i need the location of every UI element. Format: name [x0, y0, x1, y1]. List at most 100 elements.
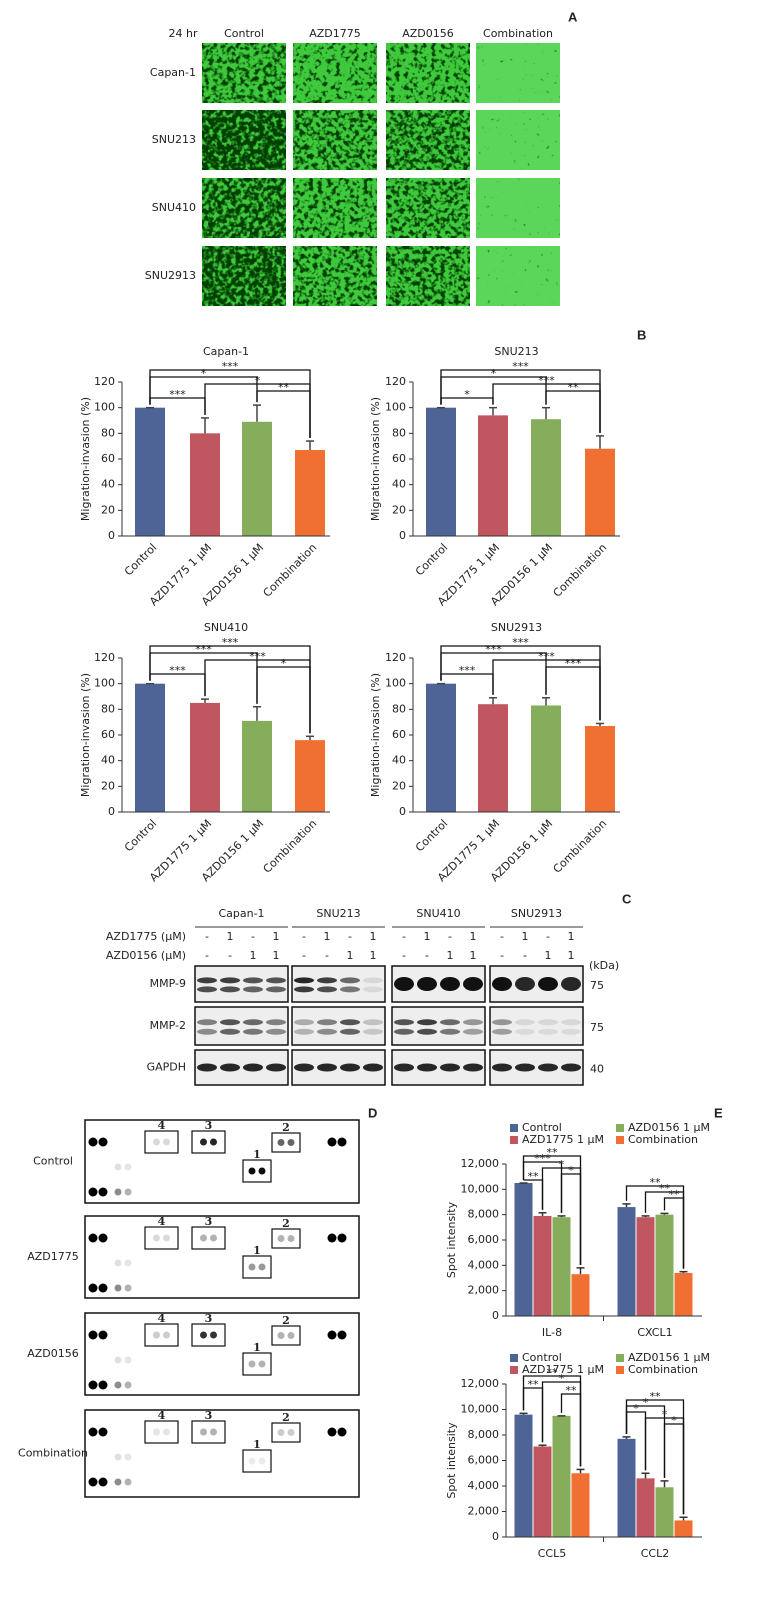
significance-label: ** [278, 381, 290, 394]
panel-label: A [568, 9, 578, 24]
bar [655, 1487, 674, 1537]
bar [135, 683, 165, 812]
y-tick-label: 6,000 [468, 1454, 500, 1467]
array-spot [114, 1453, 122, 1461]
highlight-box [271, 1325, 301, 1346]
reference-spot [327, 1427, 337, 1437]
significance-bracket [545, 666, 601, 721]
treatment-mark: - [205, 930, 209, 943]
array-membrane [84, 1215, 360, 1299]
blot-band [417, 1028, 437, 1035]
array-spot [287, 1139, 295, 1146]
blot-band [492, 1063, 512, 1072]
legend-label: AZD1775 1 μM [522, 1133, 604, 1146]
box-number: 2 [282, 1314, 290, 1327]
cell-line-header: SNU410 [416, 907, 460, 920]
blot-band [317, 1028, 337, 1035]
y-tick-label: 0 [108, 805, 115, 818]
significance-label: *** [538, 650, 555, 663]
box-number: 4 [158, 1215, 166, 1228]
treatment-mark: 1 [568, 930, 575, 943]
panel-label: D [368, 1105, 377, 1120]
row-label: Combination [18, 1447, 88, 1460]
bar [585, 726, 615, 812]
micrograph-speckle [476, 178, 560, 238]
treatment-mark: - [448, 930, 452, 943]
blot-band [463, 977, 483, 991]
treatment-mark: 1 [370, 949, 377, 962]
bar [552, 1415, 571, 1537]
array-spot [114, 1284, 122, 1292]
blot-band [492, 1028, 512, 1035]
reference-spot [88, 1283, 98, 1293]
legend-swatch [616, 1366, 624, 1374]
y-axis-label: Spot intensity [445, 1201, 458, 1278]
blot-band [394, 1028, 414, 1035]
blot-band [463, 1028, 483, 1035]
reference-spot [88, 1187, 98, 1197]
blot-band [243, 1063, 263, 1072]
legend-swatch [616, 1354, 624, 1362]
array-spot [200, 1234, 207, 1242]
blot-band [220, 986, 240, 993]
y-tick-label: 8,000 [468, 1428, 500, 1441]
array-spot [277, 1332, 285, 1339]
row-label: SNU213 [152, 133, 196, 146]
treatment-mark: - [523, 949, 527, 962]
blot-band [340, 977, 360, 984]
highlight-box [144, 1130, 179, 1154]
bar [426, 683, 456, 812]
significance-label: *** [249, 650, 266, 663]
legend-swatch [510, 1354, 518, 1362]
array-spot [114, 1259, 122, 1267]
significance-label: * [559, 1372, 565, 1385]
significance-label: *** [169, 388, 186, 401]
blot-band [440, 1028, 460, 1035]
bar [533, 1215, 552, 1316]
blot-band [394, 1063, 414, 1072]
blot-band [340, 1028, 360, 1035]
row-label: Control [33, 1155, 73, 1168]
blot-band [561, 1063, 581, 1072]
significance-label: ** [547, 1146, 559, 1159]
significance-label: *** [195, 643, 212, 656]
significance-label: * [671, 1414, 677, 1427]
blot-band [538, 977, 558, 991]
significance-label: *** [565, 657, 582, 670]
treatment-mark: 1 [545, 949, 552, 962]
blot-band [363, 986, 383, 993]
array-spot [163, 1138, 170, 1146]
y-tick-label: 10,000 [461, 1403, 500, 1416]
bar [242, 720, 272, 812]
significance-label: ** [528, 1170, 540, 1183]
micrograph-speckle [202, 110, 286, 170]
x-tick-label: CCL2 [641, 1547, 670, 1560]
micrograph-speckle [386, 110, 470, 170]
micrograph-speckle [293, 246, 377, 306]
treatment-mark: - [500, 930, 504, 943]
kda-value: 75 [590, 979, 604, 992]
array-spot [277, 1139, 285, 1146]
legend-swatch [616, 1124, 624, 1132]
highlight-box [271, 1228, 301, 1249]
significance-bracket [256, 390, 311, 439]
blot-band [340, 986, 360, 993]
bar [571, 1473, 590, 1537]
reference-spot [337, 1427, 347, 1437]
blot-band [243, 1028, 263, 1035]
y-tick-label: 0 [399, 805, 406, 818]
y-tick-label: 20 [101, 779, 115, 792]
protein-label: GAPDH [147, 1061, 186, 1074]
y-tick-label: 2,000 [468, 1284, 500, 1297]
array-spot [287, 1235, 295, 1242]
blot-panel [194, 965, 289, 1003]
blot-band [492, 977, 512, 991]
blot-band [220, 1063, 240, 1072]
legend-label: Control [522, 1121, 562, 1134]
array-spot [277, 1429, 285, 1436]
column-header: AZD1775 [309, 27, 361, 40]
row-label: SNU2913 [145, 269, 196, 282]
array-membrane [84, 1119, 360, 1204]
treatment-mark: - [205, 949, 209, 962]
significance-bracket [149, 376, 258, 405]
